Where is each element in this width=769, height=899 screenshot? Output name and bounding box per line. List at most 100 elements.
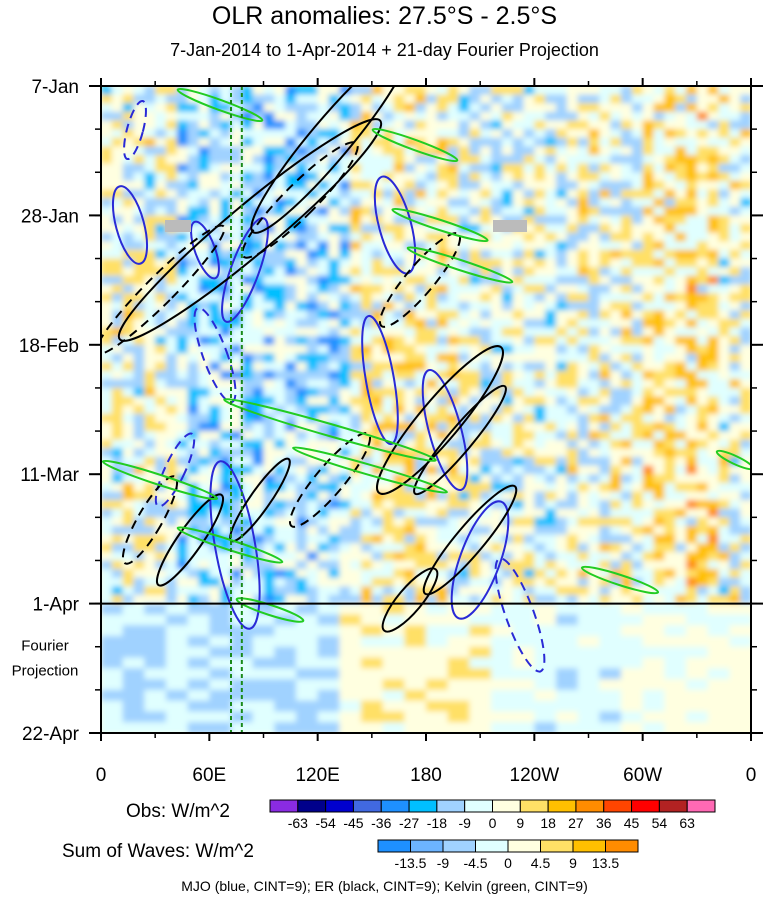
olr-anomaly-field (101, 86, 751, 733)
x-tick-label: 60E (192, 765, 226, 786)
er-contour-3 (241, 141, 359, 259)
x-tick-label: 120E (295, 765, 339, 786)
er-contour-5 (413, 384, 507, 496)
footnote: MJO (blue, CINT=9); ER (black, CINT=9); … (181, 878, 588, 894)
projection-label: Projection (12, 662, 79, 679)
kelvin-contour-3 (406, 246, 514, 284)
er-contour-10 (381, 567, 439, 633)
y-tick-label: 7-Jan (31, 77, 79, 98)
waves-colorbar-swatch (540, 839, 574, 853)
x-tick-label: 180 (410, 765, 442, 786)
y-tick-label: 1-Apr (33, 595, 80, 616)
obs-colorbar-tick-label: -36 (371, 815, 391, 831)
er-contour-2 (101, 224, 226, 356)
waves-colorbar-tick-label: 9 (569, 855, 577, 871)
waves-colorbar-swatch (507, 839, 541, 853)
y-tick-label: 22-Apr (22, 724, 80, 745)
y-tick-label: 18-Feb (19, 336, 79, 357)
mjo-contour-1 (221, 217, 269, 323)
obs-colorbar-swatch (352, 799, 382, 813)
obs-colorbar-tick-label: 36 (596, 815, 612, 831)
waves-colorbar-swatch (605, 839, 639, 853)
obs-colorbar-tick-label: -45 (343, 815, 363, 831)
colorbars: -63 -54 -45 -36 -27 -18 -9 0 9 18 27 36 45 54 63-13.5-… (269, 799, 716, 871)
obs-colorbar-swatch (686, 799, 716, 813)
obs-colorbar-swatch (380, 799, 410, 813)
mjo-contour-9 (123, 99, 147, 161)
er-contour-8 (155, 493, 225, 587)
mjo-contour-0 (111, 185, 149, 265)
obs-colorbar-tick-label: 54 (652, 815, 668, 831)
kelvin-contour-8 (235, 597, 305, 623)
obs-colorbar-tick-label: 9 (516, 815, 524, 831)
er-contour-4 (376, 345, 504, 495)
obs-colorbar-swatch (547, 799, 577, 813)
kelvin-contour-1 (371, 127, 459, 163)
mjo-contour-2 (193, 306, 237, 404)
kelvin-contour-9 (292, 446, 448, 494)
mjo-contour-3 (361, 314, 399, 446)
waves-colorbar-swatch (572, 839, 606, 853)
obs-colorbar-swatch (464, 799, 493, 813)
obs-colorbar-tick-label: 27 (568, 815, 584, 831)
obs-colorbar-tick-label: -18 (427, 815, 447, 831)
er-contour-9 (288, 432, 372, 528)
obs-colorbar-swatch (575, 799, 605, 813)
waves-colorbar-label: Sum of Waves: W/m^2 (62, 841, 254, 862)
mjo-contour-4 (154, 432, 196, 508)
mjo-contour-6 (450, 500, 510, 620)
waves-colorbar-swatch (442, 839, 476, 853)
er-contour-7 (121, 475, 179, 565)
axes: 0 60E 120E 180 120W 60W 0 7-Jan 28-Jan 18-Feb 11-M… (12, 77, 763, 786)
obs-colorbar-tick-label: -9 (458, 815, 471, 831)
obs-colorbar-swatch (408, 799, 438, 813)
obs-colorbar-tick-label: 0 (489, 815, 497, 831)
chart-title: OLR anomalies: 27.5°S - 2.5°S (211, 2, 558, 30)
waves-colorbar-tick-label: -13.5 (395, 855, 427, 871)
waves-colorbar-tick-label: 13.5 (592, 855, 619, 871)
obs-colorbar-tick-label: 18 (540, 815, 556, 831)
waves-colorbar-tick-label: 0 (504, 855, 512, 871)
waves-colorbar-swatch (377, 839, 411, 853)
missing-data-patch (165, 220, 191, 232)
obs-colorbar-swatch (325, 799, 354, 813)
projection-label: Fourier (21, 637, 69, 654)
y-tick-label: 11-Mar (20, 465, 79, 486)
obs-colorbar-swatch (492, 799, 521, 813)
obs-colorbar-tick-label: -27 (399, 815, 419, 831)
er-contour-0 (117, 118, 383, 342)
kelvin-contour-7 (580, 565, 660, 595)
obs-colorbar-swatch (436, 799, 466, 813)
y-tick-label: 28-Jan (21, 206, 79, 227)
obs-colorbar-tick-label: 45 (624, 815, 640, 831)
kelvin-contour-2 (391, 207, 489, 243)
obs-colorbar-swatch (631, 799, 660, 813)
mjo-contour-11 (190, 220, 220, 280)
obs-colorbar-label: Obs: W/m^2 (126, 801, 230, 822)
kelvin-contour-6 (176, 526, 284, 564)
kelvin-contour-4 (223, 398, 437, 462)
obs-colorbar-swatch (269, 799, 299, 813)
waves-colorbar-swatch (410, 839, 444, 853)
kelvin-contour-10 (715, 449, 751, 471)
waves-colorbar-tick-label: -9 (437, 855, 450, 871)
waves-colorbar-swatch (475, 839, 509, 853)
er-contour-6 (422, 484, 518, 596)
obs-colorbar-tick-label: -54 (316, 815, 336, 831)
mjo-contour-10 (494, 557, 546, 673)
kelvin-contour-0 (176, 87, 264, 123)
er-contour-12 (378, 232, 462, 328)
obs-colorbar-swatch (603, 799, 633, 813)
kelvin-contour-5 (101, 459, 219, 501)
x-tick-label: 0 (746, 765, 757, 786)
obs-colorbar-swatch (297, 799, 327, 813)
obs-colorbar-swatch (658, 799, 688, 813)
obs-colorbar-swatch (519, 799, 549, 813)
mjo-contour-8 (209, 460, 261, 630)
wave-contours (101, 86, 751, 673)
chart-subtitle: 7-Jan-2014 to 1-Apr-2014 + 21-day Fourie… (170, 40, 599, 60)
x-tick-label: 0 (96, 765, 107, 786)
obs-colorbar-tick-label: 63 (679, 815, 695, 831)
waves-colorbar-tick-label: 4.5 (531, 855, 551, 871)
